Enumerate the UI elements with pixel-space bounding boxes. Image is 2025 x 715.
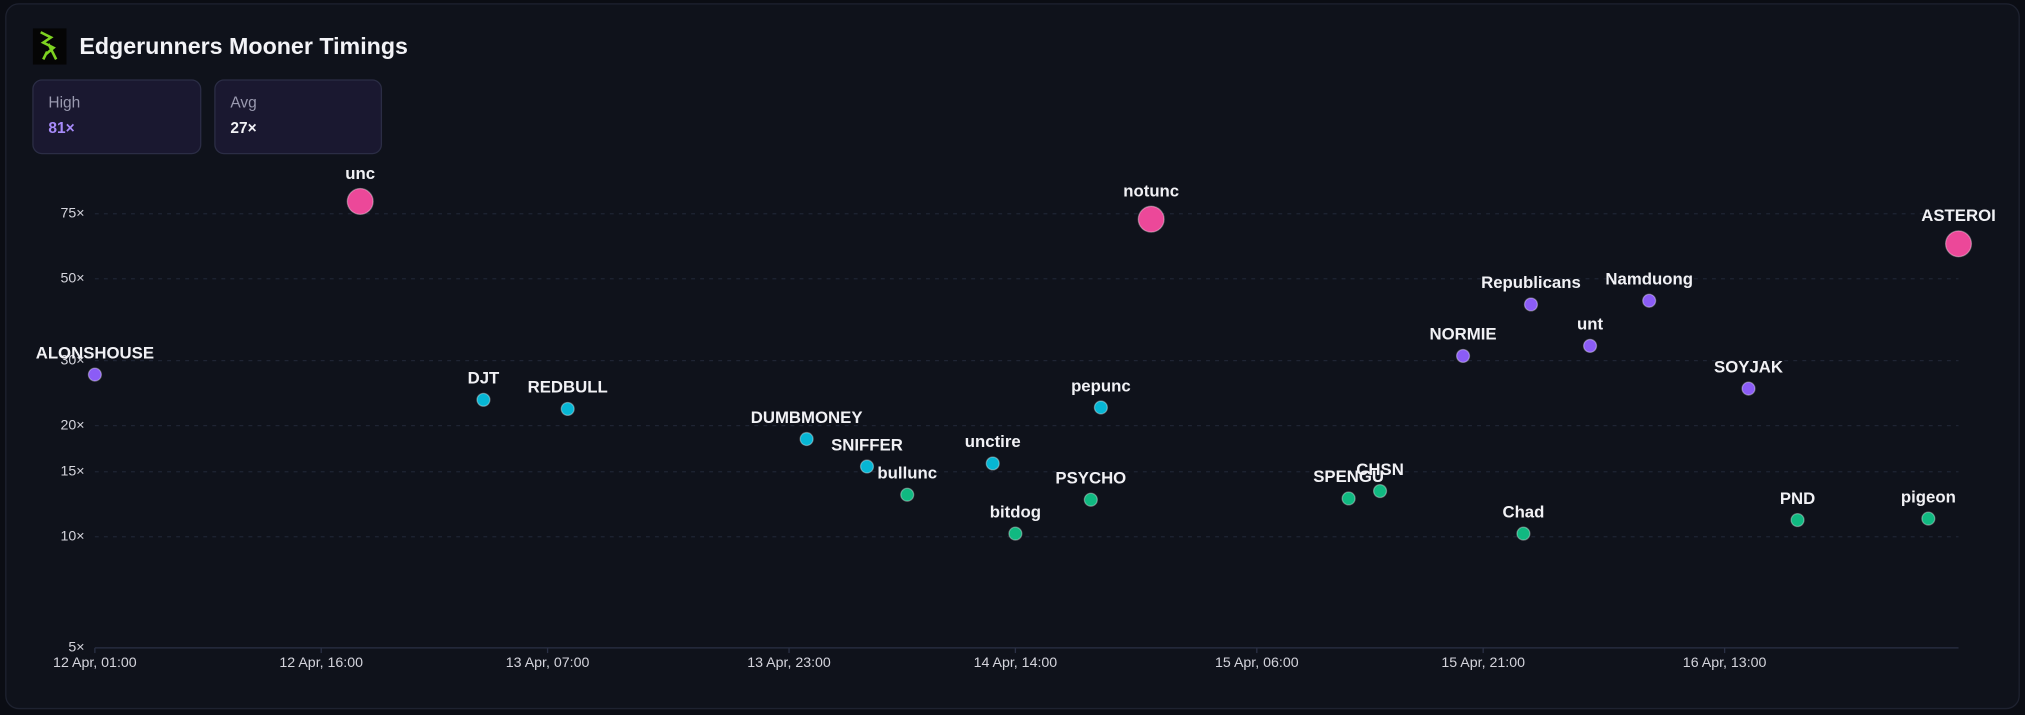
- stat-card: Avg 27×: [214, 79, 383, 155]
- point-label: SNIFFER: [831, 435, 903, 454]
- stat-label: Avg: [230, 94, 256, 111]
- point: [1083, 492, 1098, 507]
- point: [900, 487, 915, 502]
- point: [799, 431, 814, 447]
- point-label: bullunc: [877, 464, 937, 483]
- point-label: DJT: [468, 369, 500, 388]
- point-label: unt: [1577, 315, 1603, 334]
- panel: [5, 3, 2020, 710]
- point: [1093, 400, 1108, 415]
- x-tick-label: 12 Apr, 16:00: [279, 655, 363, 671]
- point: [859, 459, 875, 474]
- point: [985, 456, 1000, 471]
- point: [1137, 205, 1165, 233]
- point-label: Chad: [1502, 502, 1544, 521]
- stat-value: 27×: [230, 120, 256, 137]
- point-label: NORMIE: [1430, 325, 1497, 344]
- point-label: unc: [345, 164, 375, 183]
- y-tick-label: 50×: [60, 271, 84, 287]
- point-label: SPENGU: [1313, 467, 1384, 486]
- point-label: notunc: [1123, 182, 1179, 201]
- x-tick-label: 13 Apr, 07:00: [506, 655, 590, 671]
- point: [87, 367, 102, 382]
- stat-label: High: [48, 94, 80, 111]
- x-tick-label: 15 Apr, 21:00: [1441, 655, 1525, 671]
- y-tick-label: 15×: [60, 464, 84, 480]
- stat-card: High 81×: [32, 79, 202, 155]
- point-label: pigeon: [1901, 487, 1956, 506]
- point-label: Republicans: [1481, 273, 1581, 292]
- x-tick-label: 16 Apr, 13:00: [1683, 655, 1767, 671]
- y-tick-label: 30×: [60, 352, 84, 368]
- point-label: PND: [1780, 489, 1815, 508]
- stat-value: 81×: [48, 120, 74, 137]
- logo: [32, 28, 67, 65]
- point: [1582, 338, 1598, 353]
- point: [1944, 230, 1973, 258]
- point-label: ALONSHOUSE: [36, 343, 154, 362]
- point: [1341, 491, 1356, 506]
- point: [1642, 293, 1657, 308]
- x-tick-label: 14 Apr, 14:00: [974, 655, 1058, 671]
- point-label: pepunc: [1071, 376, 1131, 395]
- point: [1741, 381, 1756, 396]
- point-label: CHSN: [1356, 460, 1404, 479]
- point: [1523, 297, 1539, 312]
- point: [560, 401, 575, 417]
- y-tick-label: 20×: [60, 417, 84, 433]
- x-tick-label: 13 Apr, 23:00: [747, 655, 831, 671]
- point: [1372, 483, 1388, 499]
- point: [1008, 526, 1023, 541]
- y-tick-label: 75×: [60, 206, 84, 222]
- point: [476, 392, 491, 407]
- point-label: DUMBMONEY: [751, 408, 863, 427]
- y-tick-label: 5×: [68, 640, 84, 656]
- point: [1455, 348, 1471, 364]
- point-label: REDBULL: [528, 378, 608, 397]
- point-label: SOYJAK: [1714, 357, 1783, 376]
- point: [1790, 512, 1805, 528]
- point-label: Namduong: [1605, 270, 1693, 289]
- x-tick-label: 12 Apr, 01:00: [53, 655, 137, 671]
- point-label: ASTEROI: [1921, 206, 1996, 225]
- x-tick-label: 15 Apr, 06:00: [1215, 655, 1299, 671]
- point-label: PSYCHO: [1055, 469, 1126, 488]
- point: [1921, 511, 1936, 526]
- point: [1516, 526, 1531, 541]
- y-tick-label: 10×: [60, 529, 84, 545]
- point-label: bitdog: [990, 502, 1041, 521]
- point: [346, 187, 374, 215]
- point-label: unctire: [965, 432, 1021, 451]
- title: Edgerunners Mooner Timings: [79, 33, 408, 59]
